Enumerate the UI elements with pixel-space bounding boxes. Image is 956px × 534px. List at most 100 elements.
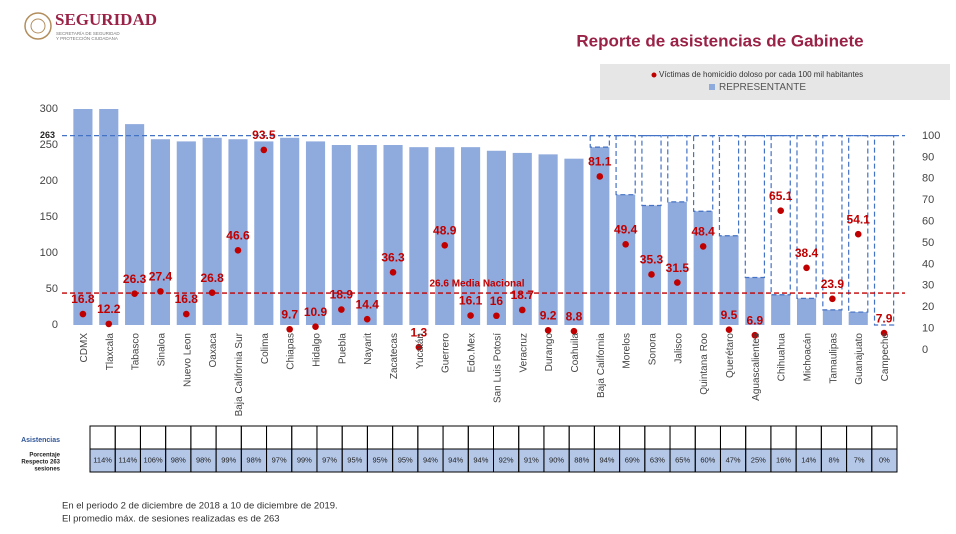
table-value: 91% [524,455,539,464]
x-tick-label: Sinaloa [156,333,167,367]
bar [616,194,636,325]
table-value: 88% [574,455,589,464]
point [725,326,733,333]
point [415,343,423,351]
table-value: 16% [776,455,791,464]
target-outline [770,135,791,296]
target-outline [641,135,662,207]
table-value: 98% [246,455,261,464]
table-value: 94% [423,455,438,464]
target-outline [693,135,714,212]
table-cell [266,425,293,450]
data-label: 27.4 [149,270,173,284]
point [699,243,707,250]
table-cell [669,425,696,450]
bar [538,154,558,325]
data-label: 16 [490,294,504,308]
y-tick-label: 100 [40,247,58,259]
table-cell [871,425,898,450]
y-tick-label: 200 [40,175,58,187]
x-tick-label: Puebla [337,333,348,365]
bar [331,145,351,325]
table-cell [493,425,520,450]
bar [512,152,532,325]
point [854,230,862,238]
x-tick-label: Baja California Sur [234,332,245,416]
x-tick-label: Veracruz [518,333,529,372]
data-label: 54.1 [847,212,871,226]
data-label: 7.9 [876,311,893,325]
x-tick-label: Sonora [647,333,658,366]
bar [383,145,403,325]
reference-label: 26.6 Media Nacional [429,279,524,290]
y2-tick-label: 60 [922,216,934,228]
data-label: 26.8 [200,271,224,285]
table-value: 95% [373,455,388,464]
bar [254,141,274,325]
point [234,246,242,254]
x-tick-label: Aguascalientes [751,333,762,401]
table-value: 14% [801,455,816,464]
table-cell [467,425,494,450]
data-label: 31.5 [666,261,690,275]
point [493,312,500,320]
data-label: 36.3 [381,250,405,264]
bar [590,147,610,325]
data-label: 48.4 [691,225,715,239]
logo-emblem-inner [30,18,46,34]
table-value: 60% [700,455,715,464]
x-tick-label: Guanajuato [854,333,865,385]
y2-tick-label: 10 [922,323,934,335]
x-tick-label: San Luis Potosí [492,333,503,403]
chart-title: Reporte de asistencias de Gabinete [576,31,863,50]
point [880,329,888,337]
table-value: 69% [625,455,640,464]
table-cell [114,425,141,450]
target-outline [718,135,740,237]
x-tick-label: Michoacán [803,333,814,381]
table-value: 90% [549,455,564,464]
data-label: 1.3 [411,325,428,339]
table-cell [719,425,747,450]
y-tick-label: 0 [52,319,58,331]
table-cell [644,425,671,450]
table-value: 8% [829,455,840,464]
table-cell [745,425,772,450]
y2-tick-label: 30 [922,280,934,292]
bar [848,312,868,325]
table-cell [165,425,192,450]
data-label: 18.7 [511,288,535,302]
y-tick-label: 250 [40,139,58,151]
table-value: 92% [499,455,514,464]
data-label: 12.2 [97,302,121,316]
bar [461,147,481,325]
point [363,315,371,323]
data-label: 16.8 [71,292,95,306]
table-value: 114% [119,455,138,464]
logo-text: SEGURIDAD [55,10,157,29]
point [544,327,552,334]
bar [150,139,171,325]
x-tick-label: Campeche [880,333,891,382]
reference-label: 263 [40,130,55,140]
data-label: 6.9 [747,313,764,327]
bar [822,309,842,325]
x-tick-label: Yucatán [415,333,426,369]
table-cell [795,425,822,450]
row-label: Asistencias [21,437,60,444]
data-label: 10.9 [304,305,328,319]
target-outline [667,135,688,203]
table-cell [417,425,444,450]
data-label: 14.4 [356,297,380,311]
table-value: 95% [347,455,362,464]
table-value: 98% [171,455,186,464]
table-cell [568,425,595,450]
bar [486,150,506,325]
y2-tick-label: 40 [922,258,934,270]
bar [99,109,119,325]
table-cell [518,425,545,450]
data-label: 9.2 [540,308,557,322]
plot: 0 50 100 150 200 250 300 0 10 20 30 40 50 60 70 80 90 100… [40,103,941,416]
